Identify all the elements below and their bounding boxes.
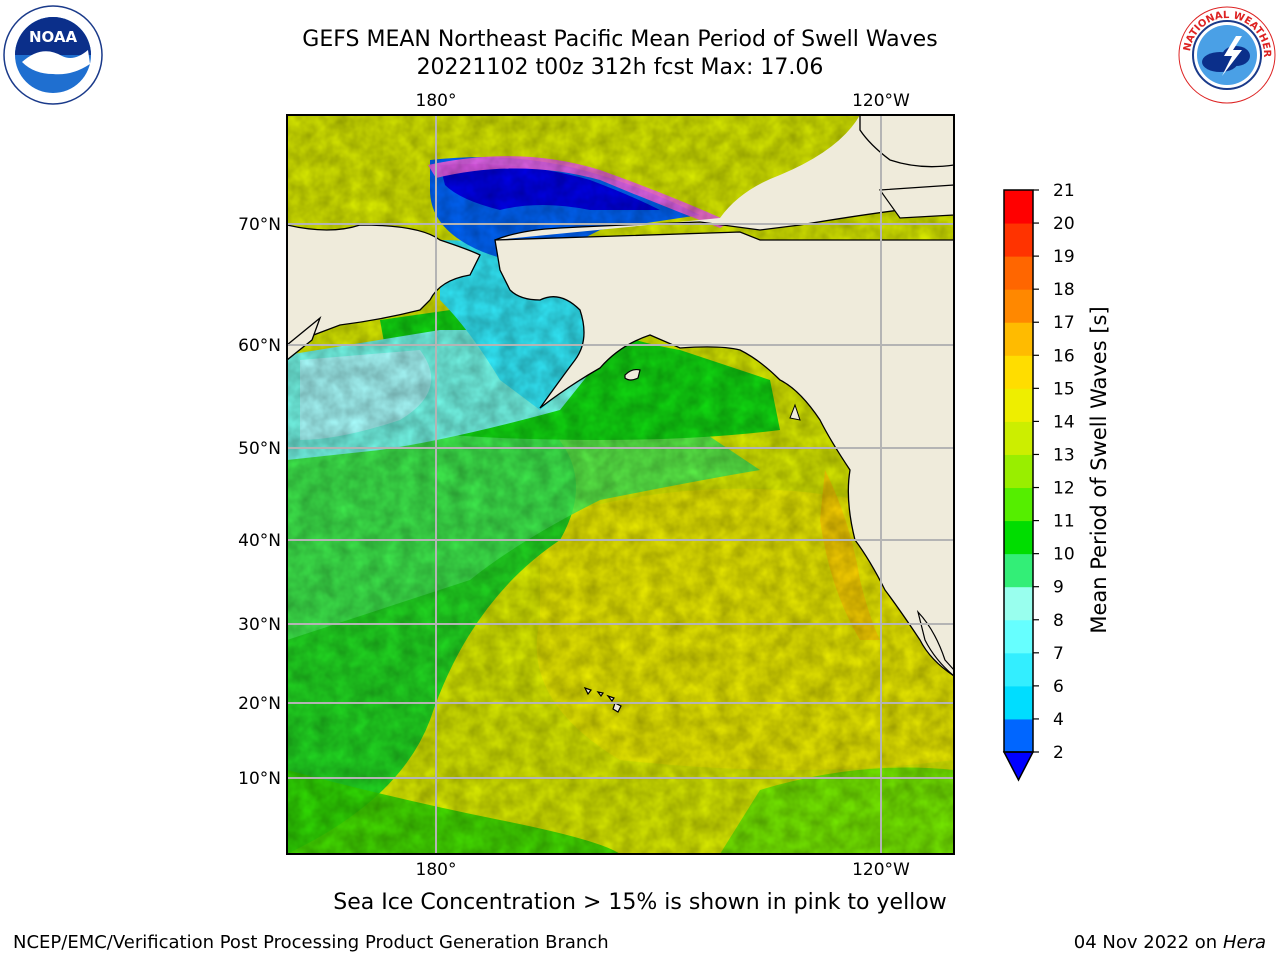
colorbar: 2 4 6 7 8 9 10 11 12 13 14 15 16 17 18 19 20 21 xyxy=(1002,181,1075,782)
lon-label-bottom-120w: 120°W xyxy=(852,860,910,880)
land-kamchatka xyxy=(287,315,322,361)
lat-label-70n: 70°N xyxy=(238,215,281,235)
colorbar-tick-label: 7 xyxy=(1053,644,1064,664)
land-hawaii xyxy=(583,686,622,713)
colorbar-tick-label: 20 xyxy=(1053,214,1075,234)
colorbar-tick-label: 21 xyxy=(1053,181,1075,201)
land-arctic-islands xyxy=(859,115,954,168)
lat-label-50n: 50°N xyxy=(238,439,281,459)
colorbar-extend-triangle xyxy=(1002,751,1035,782)
colorbar-segment xyxy=(1004,421,1033,455)
colorbar-tick-label: 16 xyxy=(1053,346,1075,366)
colorbar-tick-label: 19 xyxy=(1053,247,1075,267)
noaa-logo: NOAA xyxy=(3,5,103,105)
lat-label-60n: 60°N xyxy=(238,336,281,356)
lon-label-top-180: 180° xyxy=(416,91,457,111)
footer-credit: NCEP/EMC/Verification Post Processing Pr… xyxy=(13,932,609,953)
footer-date: 04 Nov 2022 on Hera xyxy=(1074,932,1266,953)
land-alaska-canada xyxy=(495,115,954,240)
map-frame xyxy=(286,114,955,855)
colorbar-segment xyxy=(1004,256,1033,290)
footer-date-text: 04 Nov 2022 on xyxy=(1073,932,1218,953)
title-line-2: 20221102 t00z 312h fcst Max: 17.06 xyxy=(416,55,824,80)
nws-logo: NATIONAL WEATHER SERVICE xyxy=(1176,4,1276,104)
land-greenland-corner xyxy=(878,184,954,219)
colorbar-tick-label: 18 xyxy=(1053,280,1075,300)
land-siberia xyxy=(287,115,481,346)
colorbar-tick-label: 8 xyxy=(1053,611,1064,631)
land-vancouver-island xyxy=(789,403,801,421)
lat-label-10n: 10°N xyxy=(238,769,281,789)
colorbar-segment xyxy=(1004,685,1033,720)
lat-label-20n: 20°N xyxy=(238,694,281,714)
colorbar-tick-label: 2 xyxy=(1053,743,1064,763)
colorbar-tick-label: 6 xyxy=(1053,677,1064,697)
colorbar-tick-label: 12 xyxy=(1053,479,1075,499)
lat-label-40n: 40°N xyxy=(238,531,281,551)
lon-label-top-120w: 120°W xyxy=(852,91,910,111)
colorbar-tick-label: 9 xyxy=(1053,578,1064,598)
colorbar-segment xyxy=(1004,355,1033,389)
land-island-kodiak xyxy=(624,368,641,381)
colorbar-tick-label: 17 xyxy=(1053,313,1075,333)
colorbar-segment xyxy=(1004,718,1033,753)
graticule xyxy=(287,115,954,854)
colorbar-segment xyxy=(1004,289,1033,323)
colorbar-segment xyxy=(1004,388,1033,422)
colorbar-tick-label: 15 xyxy=(1053,379,1075,399)
colorbar-segment xyxy=(1004,223,1033,257)
title-line-1: GEFS MEAN Northeast Pacific Mean Period … xyxy=(302,27,938,52)
colorbar-tick-label: 10 xyxy=(1053,545,1075,565)
colorbar-segment xyxy=(1004,322,1033,356)
caption: Sea Ice Concentration > 15% is shown in … xyxy=(333,890,947,915)
land-alaska-south xyxy=(494,231,954,677)
land-baja xyxy=(916,609,954,677)
colorbar-segment xyxy=(1004,586,1033,621)
colorbar-tick-label: 13 xyxy=(1053,445,1075,465)
colorbar-segment xyxy=(1004,190,1033,224)
map-panel xyxy=(287,115,954,854)
colorbar-tick-label: 4 xyxy=(1053,710,1064,730)
lat-label-30n: 30°N xyxy=(238,615,281,635)
lon-label-bottom-180: 180° xyxy=(416,860,457,880)
colorbar-segment xyxy=(1004,520,1033,555)
colorbar-segment xyxy=(1004,619,1033,654)
colorbar-title: Mean Period of Swell Waves [s] xyxy=(1087,306,1111,633)
colorbar-tick-label: 11 xyxy=(1053,512,1075,532)
colorbar-tick-label: 14 xyxy=(1053,412,1075,432)
footer-host: Hera xyxy=(1222,932,1266,953)
noaa-logo-text: NOAA xyxy=(29,28,78,46)
colorbar-segment xyxy=(1004,454,1033,489)
colorbar-segment xyxy=(1004,652,1033,687)
colorbar-frame xyxy=(1003,189,1034,753)
colorbar-segment xyxy=(1004,553,1033,588)
colorbar-segment xyxy=(1004,487,1033,522)
